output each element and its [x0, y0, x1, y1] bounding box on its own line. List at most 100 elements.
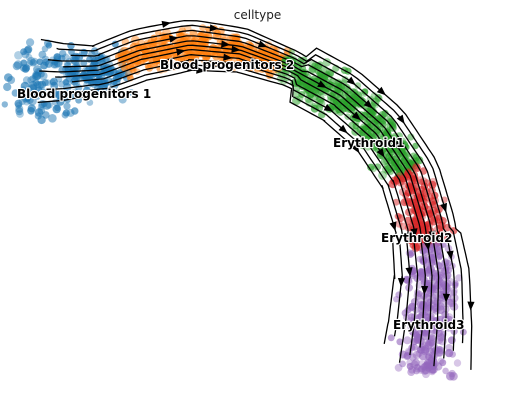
scatter-point-erythroid1: [374, 163, 382, 171]
streamline: [37, 69, 397, 345]
scatter-point-erythroid3: [432, 327, 441, 335]
scatter-point-blood_progenitors_1: [86, 56, 93, 63]
scatter-point-blood_progenitors_1: [63, 102, 71, 110]
scatter-point-erythroid3: [436, 253, 443, 260]
stream-arrowhead: [423, 241, 431, 251]
scatter-point-blood_progenitors_1: [39, 71, 48, 81]
stream-arrowhead: [183, 63, 194, 71]
scatter-point-erythroid3: [445, 315, 454, 324]
stream-arrowhead: [223, 53, 233, 61]
scatter-point-erythroid3: [445, 349, 453, 358]
scatter-point-erythroid3: [387, 334, 395, 342]
scatter-point-erythroid1: [292, 96, 301, 106]
scatter-point-blood_progenitors_1: [56, 90, 65, 100]
scatter-point-erythroid3: [399, 360, 406, 368]
scatter-point-erythroid3: [418, 320, 426, 327]
scatter-point-erythroid3: [403, 336, 412, 345]
scatter-point-erythroid3: [436, 333, 446, 342]
streamline: [71, 54, 419, 356]
scatter-point-erythroid1: [308, 60, 317, 70]
stream-arrowhead: [161, 20, 172, 28]
scatter-point-blood_progenitors_2: [188, 34, 196, 42]
scatter-point-blood_progenitors_1: [50, 81, 59, 90]
stream-arrowhead: [257, 40, 268, 48]
scatter-point-erythroid3: [409, 353, 417, 362]
cluster-label-blood-progenitors-2: Blood progenitors 2: [160, 58, 294, 72]
streamline: [40, 19, 473, 370]
scatter-point-blood_progenitors_1: [62, 65, 69, 73]
stream-arrowhead: [397, 277, 406, 288]
scatter-point-blood_progenitors_1: [41, 79, 49, 87]
stream-arrowhead: [351, 111, 361, 121]
scatter-point-blood_progenitors_1: [41, 45, 49, 53]
scatter-point-erythroid3: [442, 367, 449, 375]
scatter-point-erythroid3: [415, 294, 424, 303]
scatter-point-blood_progenitors_1: [48, 114, 57, 123]
streamline: [55, 48, 426, 348]
scatter-point-blood_progenitors_1: [45, 42, 53, 49]
scatter-point-blood_progenitors_1: [81, 72, 88, 80]
scatter-point-erythroid3: [445, 298, 454, 308]
cluster-label-erythroid1: Erythroid1: [333, 136, 404, 150]
scatter-point-erythroid3: [453, 359, 462, 367]
scatter-point-erythroid3: [445, 313, 454, 322]
scatter-point-blood_progenitors_1: [36, 58, 43, 66]
stream-arrowhead: [168, 35, 179, 43]
scatter-point-blood_progenitors_1: [52, 104, 61, 114]
scatter-point-blood_progenitors_1: [38, 50, 47, 59]
scatter-point-erythroid3: [423, 304, 431, 312]
stream-arrowhead: [396, 114, 405, 125]
scatter-point-blood_progenitors_1: [128, 89, 135, 96]
scatter-point-erythroid3: [431, 280, 439, 288]
stream-arrowhead: [389, 221, 397, 232]
chart-title: celltype: [233, 8, 282, 22]
scatter-point-erythroid3: [416, 290, 423, 297]
stream-arrowhead: [376, 86, 386, 96]
scatter-point-blood_progenitors_1: [20, 48, 27, 56]
stream-arrowhead: [440, 202, 447, 213]
stream-arrowhead: [351, 143, 360, 154]
stream-arrowhead: [446, 250, 454, 261]
scatter-point-erythroid1: [369, 111, 377, 119]
scatter-point-blood_progenitors_1: [7, 76, 16, 84]
scatter-point-erythroid3: [413, 367, 420, 375]
scatter-point-blood_progenitors_1: [19, 86, 27, 94]
stream-arrowhead: [317, 80, 327, 88]
cluster-label-erythroid2: Erythroid2: [381, 231, 452, 245]
scatter-point-erythroid3: [455, 274, 463, 282]
scatter-point-blood_progenitors_2: [156, 42, 166, 52]
scatter-point-erythroid3: [433, 246, 443, 255]
stream-arrowhead: [421, 285, 429, 295]
scatter-point-erythroid3: [425, 353, 432, 361]
scatter-point-erythroid3: [424, 267, 432, 274]
scatter-point-erythroid3: [403, 352, 411, 360]
stream-arrowhead: [442, 293, 450, 303]
scatter-point-erythroid1: [376, 125, 384, 132]
scatter-point-blood_progenitors_1: [59, 49, 67, 58]
stream-arrowhead: [467, 301, 475, 311]
scatter-point-erythroid3: [410, 298, 419, 306]
stream-arrowhead: [391, 140, 400, 151]
stream-arrowhead: [346, 76, 356, 86]
stream-arrowhead: [221, 40, 231, 48]
scatter-point-erythroid3: [414, 363, 421, 371]
scatter-point-erythroid3: [425, 339, 434, 348]
scatter-point-erythroid3: [407, 313, 416, 321]
scatter-point-erythroid3: [412, 330, 420, 338]
scatter-point-blood_progenitors_1: [27, 107, 35, 115]
scatter-point-blood_progenitors_1: [25, 96, 34, 105]
scatter-point-erythroid3: [436, 271, 444, 279]
streamline: [63, 40, 440, 367]
scatter-point-blood_progenitors_1: [62, 83, 72, 92]
scatter-point-erythroid3: [441, 258, 450, 267]
scatter-point-erythroid1: [395, 132, 403, 140]
stream-arrowhead: [376, 148, 385, 158]
scatter-point-erythroid3: [424, 339, 432, 347]
streamline: [47, 35, 447, 359]
scatter-point-blood_progenitors_2: [175, 42, 184, 51]
scatter-point-erythroid3: [440, 281, 449, 290]
scatter-point-erythroid3: [446, 298, 453, 305]
scatter-point-erythroid1: [412, 142, 419, 150]
scatter-point-blood_progenitors_1: [33, 72, 42, 80]
scatter-point-blood_progenitors_1: [25, 53, 33, 61]
